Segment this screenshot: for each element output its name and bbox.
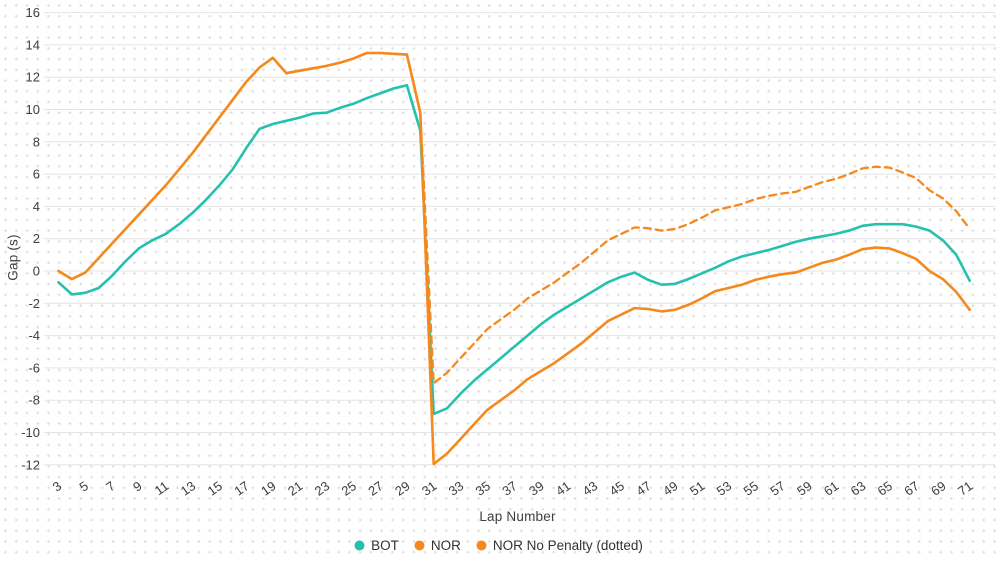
legend-item-bot[interactable]: BOT bbox=[354, 538, 399, 553]
y-tick-label-12: 12 bbox=[26, 70, 40, 85]
x-tick-label-49: 49 bbox=[660, 478, 680, 499]
legend-label-nor: NOR bbox=[430, 538, 461, 553]
x-tick-label-63: 63 bbox=[848, 478, 868, 499]
x-tick-label-19: 19 bbox=[258, 478, 278, 499]
x-tick-label-71: 71 bbox=[955, 478, 975, 499]
y-tick-label--12: -12 bbox=[21, 457, 40, 472]
x-tick-label-69: 69 bbox=[928, 478, 948, 499]
x-tick-label-23: 23 bbox=[312, 478, 332, 499]
x-tick-label-43: 43 bbox=[580, 478, 600, 499]
y-tick-label--10: -10 bbox=[21, 425, 40, 440]
x-tick-label-65: 65 bbox=[875, 478, 895, 499]
x-tick-label-29: 29 bbox=[392, 478, 412, 499]
legend-dot-nor bbox=[414, 540, 425, 551]
x-tick-label-31: 31 bbox=[419, 478, 439, 499]
x-tick-label-61: 61 bbox=[821, 478, 841, 499]
x-tick-label-59: 59 bbox=[794, 478, 814, 499]
x-axis-title: Lap Number bbox=[479, 509, 556, 524]
y-axis-title: Gap (s) bbox=[5, 234, 21, 281]
x-tick-label-35: 35 bbox=[473, 478, 493, 499]
x-tick-label-51: 51 bbox=[687, 478, 707, 499]
series-line-nor-no-penalty-dotted[interactable] bbox=[57, 51, 971, 385]
y-tick-label-16: 16 bbox=[26, 5, 40, 20]
y-tick-label-6: 6 bbox=[33, 167, 40, 182]
y-tick-label--4: -4 bbox=[28, 328, 40, 343]
x-tick-label-27: 27 bbox=[365, 478, 385, 499]
x-tick-label-21: 21 bbox=[285, 478, 305, 499]
y-tick-label--8: -8 bbox=[28, 393, 40, 408]
x-tick-label-39: 39 bbox=[526, 478, 546, 499]
x-tick-label-57: 57 bbox=[767, 478, 787, 499]
legend-item-nor[interactable]: NOR bbox=[414, 538, 461, 553]
x-tick-label-15: 15 bbox=[205, 478, 225, 499]
y-tick-label--6: -6 bbox=[28, 360, 40, 375]
x-tick-label-37: 37 bbox=[499, 478, 519, 499]
legend-item-nor-no-penalty[interactable]: NOR No Penalty (dotted) bbox=[476, 538, 643, 553]
x-tick-label-45: 45 bbox=[607, 478, 627, 499]
y-tick-label-4: 4 bbox=[33, 199, 40, 214]
x-tick-label-53: 53 bbox=[714, 478, 734, 499]
x-tick-label-33: 33 bbox=[446, 478, 466, 499]
x-tick-label-13: 13 bbox=[178, 478, 198, 499]
y-tick-label-0: 0 bbox=[33, 264, 40, 279]
legend-dot-nor-no-penalty bbox=[476, 540, 487, 551]
x-tick-label-25: 25 bbox=[339, 478, 359, 499]
x-tick-label-17: 17 bbox=[231, 478, 251, 499]
x-tick-label-67: 67 bbox=[901, 478, 921, 499]
y-tick-label-8: 8 bbox=[33, 134, 40, 149]
x-tick-label-55: 55 bbox=[741, 478, 761, 499]
y-tick-label--2: -2 bbox=[28, 296, 40, 311]
series-line-bot[interactable] bbox=[57, 84, 972, 416]
y-tick-label-2: 2 bbox=[33, 231, 40, 246]
y-tick-label-14: 14 bbox=[26, 37, 40, 52]
y-tick-label-10: 10 bbox=[26, 102, 40, 117]
legend: BOT NOR NOR No Penalty (dotted) bbox=[0, 538, 997, 553]
legend-dot-bot bbox=[354, 540, 365, 551]
x-tick-label-41: 41 bbox=[553, 478, 573, 499]
legend-label-bot: BOT bbox=[371, 538, 399, 553]
x-tick-label-47: 47 bbox=[633, 478, 653, 499]
legend-label-nor-no-penalty: NOR No Penalty (dotted) bbox=[492, 538, 643, 553]
